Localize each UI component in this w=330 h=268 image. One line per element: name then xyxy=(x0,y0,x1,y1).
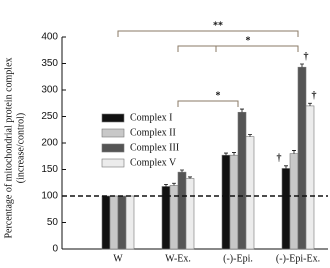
error-bar xyxy=(224,152,228,156)
legend-label: Complex III xyxy=(130,142,179,153)
legend-label: Complex I xyxy=(130,112,173,123)
significance-bracket xyxy=(177,45,299,52)
legend-swatch xyxy=(101,113,125,123)
bar xyxy=(245,136,255,250)
error-bar xyxy=(248,134,252,137)
legend-swatch xyxy=(101,128,125,138)
bar xyxy=(289,153,299,250)
x-tick-label: (-)-Epi. xyxy=(223,253,253,264)
y-tick-label: 150 xyxy=(41,164,58,175)
error-bar xyxy=(164,183,168,187)
dagger-label: † xyxy=(312,91,317,102)
legend-swatch xyxy=(101,143,125,153)
bar xyxy=(125,195,135,250)
dagger-label: † xyxy=(277,153,282,164)
error-bar xyxy=(172,182,176,186)
y-tick-label: 300 xyxy=(41,85,58,96)
significance-label: * xyxy=(216,90,221,101)
error-bar xyxy=(308,102,312,106)
y-axis-label: Percentage of mitochondrial protein comp… xyxy=(3,57,14,238)
error-bar xyxy=(180,169,184,173)
error-bar xyxy=(284,165,288,169)
y-tick-label: 350 xyxy=(41,58,58,69)
bar xyxy=(221,154,231,250)
bar xyxy=(177,171,187,250)
x-tick-label: W xyxy=(113,253,123,264)
error-bar xyxy=(300,63,304,68)
significance-bracket xyxy=(177,100,239,107)
dagger-label: † xyxy=(304,51,309,62)
legend-label: Complex V xyxy=(130,157,177,168)
bar xyxy=(109,195,119,250)
y-axis-label: (increase/control) xyxy=(15,113,26,184)
bar xyxy=(185,178,195,250)
legend-swatch xyxy=(101,158,125,168)
bar xyxy=(305,105,315,250)
y-tick-label: 400 xyxy=(41,32,58,43)
y-tick-label: 0 xyxy=(52,244,58,255)
error-bar xyxy=(240,108,244,113)
bar xyxy=(229,154,239,250)
x-tick-label: W-Ex. xyxy=(165,253,191,264)
bar xyxy=(117,195,127,250)
significance-label: ** xyxy=(213,20,223,31)
bar xyxy=(281,168,291,250)
bar xyxy=(237,111,247,250)
y-tick-label: 50 xyxy=(47,217,59,228)
error-bar xyxy=(232,152,236,156)
bar xyxy=(297,66,307,250)
significance-bracket xyxy=(117,30,299,37)
bar xyxy=(101,195,111,250)
y-tick-label: 100 xyxy=(41,191,58,202)
significance-label: * xyxy=(246,35,251,46)
y-tick-label: 200 xyxy=(41,138,58,149)
error-bar xyxy=(292,150,296,154)
bar xyxy=(169,185,179,250)
legend-label: Complex II xyxy=(130,127,176,138)
x-tick-label: (-)-Epi-Ex. xyxy=(276,253,320,264)
y-tick-label: 250 xyxy=(41,111,58,122)
error-bar xyxy=(188,176,192,179)
